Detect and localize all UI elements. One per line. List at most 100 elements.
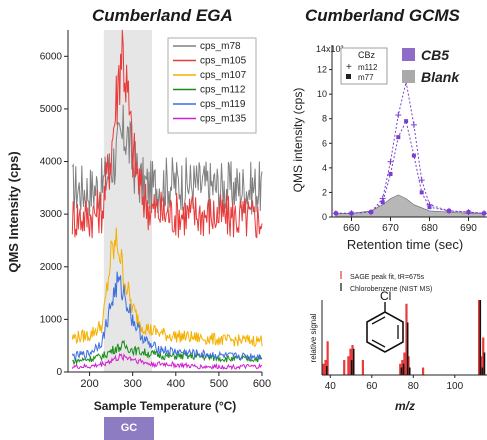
ega-y-ticks: 0 1000 2000 3000 4000 5000 6000: [40, 51, 68, 378]
ms-bar-sage: [343, 360, 346, 375]
gcms-blank-area: [335, 194, 485, 218]
blank-swatch: [402, 70, 415, 83]
ega-y-tick-label: 5000: [40, 104, 63, 115]
ms-bar-sage: [403, 352, 406, 375]
ms-bars-group: [322, 300, 486, 375]
gcms-series-m112: [335, 81, 485, 214]
ms-bar-nist: [402, 363, 405, 375]
gcms-point-m112: [410, 121, 417, 128]
gcms-x-ticks: 660 670 680 690: [343, 217, 477, 234]
gcms-legend-m112: m112: [358, 63, 378, 72]
ms-bar-nist: [483, 352, 486, 375]
gcms-point-m77: [388, 172, 393, 176]
gcms-point-m77: [333, 211, 338, 216]
ega-series-cps_m107: [71, 227, 263, 347]
gcms-x-label: Retention time (sec): [347, 237, 463, 252]
ega-chart: 200 300 400 500 600 0 1000 2000 3000 4000 5000 600…: [6, 29, 271, 413]
ms-x-tick-label: 80: [408, 381, 420, 392]
ega-legend-label-cps_m78: cps_m78: [200, 41, 241, 52]
ms-x-label: m/z: [395, 399, 415, 413]
gcms-y-tick-label: 0: [322, 212, 327, 222]
gcms-point-m77: [411, 153, 416, 158]
gcms-y-label: QMS intensity (cps): [291, 88, 305, 193]
ms-x-ticks: 40 60 80 100: [325, 375, 464, 392]
gcms-y-tick-label: 10: [317, 89, 327, 99]
ms-bar-nist: [352, 348, 355, 375]
ms-bar-sage: [399, 363, 402, 375]
gcms-point-m77: [380, 200, 385, 205]
ms-bar-sage: [349, 348, 352, 375]
ega-legend-label-cps_m107: cps_m107: [200, 70, 247, 81]
chlorine-label: Cl: [380, 289, 391, 303]
ms-bar-sage: [480, 356, 483, 375]
gcms-point-m77: [396, 135, 401, 140]
gcms-point-m77: [369, 210, 373, 215]
gcms-point-m112: [395, 112, 402, 119]
ms-bar-sage: [421, 367, 425, 375]
cb5-swatch: [402, 48, 415, 61]
gcms-y-tick-label: 6: [322, 138, 327, 148]
ega-series-cps_m78: [71, 104, 263, 216]
ega-legend-label-cps_m135: cps_m135: [200, 114, 247, 125]
gcms-legend-title: CBz: [358, 50, 376, 60]
ega-series-cps_m119: [71, 271, 263, 361]
gcms-x-tick-label: 660: [343, 223, 360, 234]
ms-x-tick-label: 100: [446, 381, 463, 392]
ms-bar-sage: [405, 303, 408, 375]
gcms-legend-square-marker: [346, 74, 351, 79]
ega-x-tick-label: 400: [167, 378, 185, 390]
gcms-y-tick-label: 8: [322, 114, 327, 124]
ms-bar-sage: [407, 356, 410, 375]
ms-x-tick-label: 60: [366, 381, 378, 392]
ms-legend-sage: SAGE peak fit, tR=675s: [350, 274, 425, 281]
ms-bar-nist: [406, 322, 409, 375]
ega-x-tick-label: 600: [253, 378, 271, 390]
gcms-point-m77: [419, 190, 424, 195]
ega-series-cps_m112: [72, 339, 263, 366]
gcms-legend-plus-marker: +: [346, 62, 352, 73]
gcms-x-tick-label: 670: [382, 223, 399, 234]
gc-button[interactable]: GC: [104, 417, 154, 440]
gcms-point-m77: [404, 119, 409, 124]
ms-bar-sage: [322, 363, 325, 375]
ega-y-tick-label: 2000: [40, 262, 63, 273]
gcms-series-m77: [335, 119, 485, 214]
ms-legend: SAGE peak fit, tR=675s Chlorobenzene (NI…: [340, 271, 432, 293]
ms-bar-sage: [478, 300, 481, 375]
ega-x-tick-label: 300: [123, 378, 141, 390]
gcms-point-m77: [447, 208, 451, 213]
ega-legend-label-cps_m112: cps_m112: [200, 85, 246, 96]
ega-legend-label-cps_m119: cps_m119: [200, 99, 246, 110]
gcms-legend-m77: m77: [358, 73, 374, 82]
cb5-label: CB5: [421, 47, 449, 63]
ega-y-tick-label: 1000: [40, 314, 63, 325]
ms-bar-nist: [400, 367, 403, 375]
gcms-point-m77: [349, 211, 354, 216]
ms-bar-nist: [408, 367, 411, 375]
ega-x-label: Sample Temperature (°C): [94, 399, 237, 413]
gcms-side-legend: CB5 Blank: [402, 47, 460, 85]
ega-y-tick-label: 6000: [40, 51, 63, 62]
ms-legend-nist: Chlorobenzene (NIST MS): [350, 286, 432, 293]
ms-bar-sage: [324, 360, 327, 375]
gcms-y-multiplier: 14x10³: [316, 44, 344, 54]
ega-series-group: [71, 29, 263, 371]
gcms-point-m77: [482, 211, 487, 216]
ms-bar-sage: [361, 360, 364, 375]
ms-bar-sage: [401, 360, 404, 375]
ega-y-tick-label: 4000: [40, 157, 63, 168]
gcms-legend: CBz + m112 m77: [340, 47, 388, 85]
ega-series-cps_m135: [71, 352, 263, 371]
ega-x-tick-label: 500: [210, 378, 228, 390]
ega-title: Cumberland EGA: [92, 6, 233, 25]
gcms-point-m112: [418, 177, 425, 184]
gcms-point-m77: [466, 210, 471, 215]
gcms-y-tick-label: 12: [317, 65, 327, 75]
gcms-point-m77: [427, 205, 432, 210]
ms-chart: SAGE peak fit, tR=675s Chlorobenzene (NI…: [309, 271, 487, 413]
gcms-x-tick-label: 680: [421, 223, 438, 234]
gcms-point-m112: [387, 158, 394, 165]
ega-y-tick-label: 3000: [40, 209, 63, 220]
ega-x-tick-label: 200: [80, 378, 98, 390]
